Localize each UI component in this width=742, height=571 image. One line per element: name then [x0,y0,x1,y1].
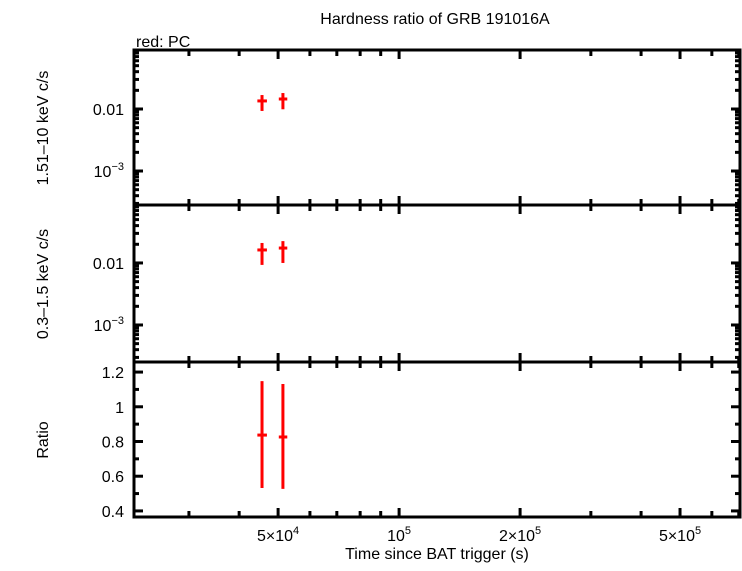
x-tick-label: 5×104 [257,525,299,545]
chart-subtitle: red: PC [136,34,190,51]
panel-frame [132,203,742,364]
y-tick-label: 1 [115,400,124,417]
x-tick-label: 2×105 [499,525,541,545]
y-tick-label: 0.8 [102,434,124,451]
x-axis-label: Time since BAT trigger (s) [345,546,529,563]
panel-frame [132,48,742,207]
panel-frame [132,360,742,519]
y-tick-label: 0.6 [102,469,124,486]
chart-title: Hardness ratio of GRB 191016A [320,11,550,28]
y-tick-label: 0.4 [102,504,124,521]
y-tick-label: 1.2 [102,365,124,382]
y-tick-label: 0.01 [93,256,124,273]
y-axis-label-hard: 1.51–10 keV c/s [35,71,52,186]
x-tick-label: 105 [387,525,411,545]
y-tick-label: 10−3 [94,315,124,335]
x-tick-label: 5×105 [659,525,701,545]
y-tick-label: 0.01 [93,102,124,119]
y-axis-label-ratio: Ratio [35,421,52,458]
y-axis-label-soft: 0.3–1.5 keV c/s [35,229,52,339]
y-tick-label: 10−3 [94,161,124,181]
